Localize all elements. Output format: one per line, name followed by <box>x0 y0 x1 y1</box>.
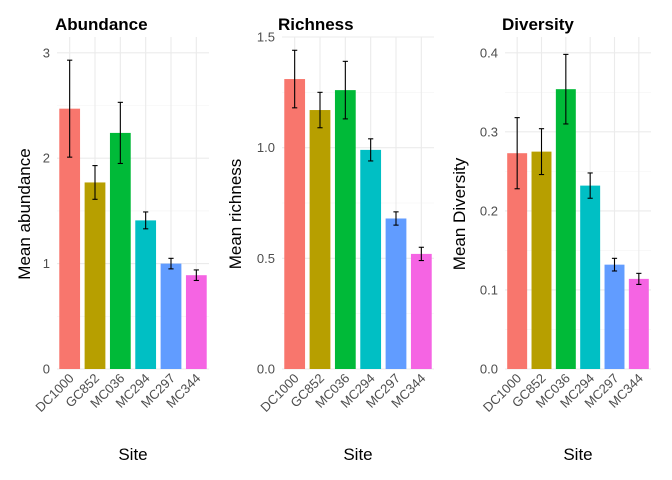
error-bar-mc344 <box>636 272 642 285</box>
bar-mc297 <box>385 218 407 369</box>
bar-mc344 <box>628 278 649 369</box>
y-tick-label: 0.5 <box>257 251 275 266</box>
y-tick-label: 0 <box>43 362 50 377</box>
y-tick-label: 0.1 <box>480 282 498 297</box>
y-tick-label: 1.0 <box>257 140 275 155</box>
diversity-panel: Diversity Mean Diversity Site 0.0 0.1 0.2 0… <box>450 15 651 464</box>
error-bar-mc294 <box>143 211 149 230</box>
error-bar-mc344 <box>193 269 199 282</box>
error-bar-mc297 <box>393 211 399 226</box>
bar-dc1000 <box>507 153 528 369</box>
bar-dc1000 <box>284 79 306 369</box>
error-bar-gc852 <box>92 165 98 200</box>
richness-panel: Richness Mean richness Site 0.0 0.5 1.0 1.5… <box>226 15 434 464</box>
error-bar-mc294 <box>587 172 593 199</box>
bar-dc1000 <box>59 108 81 370</box>
error-bar-dc1000 <box>67 59 73 158</box>
error-bar-dc1000 <box>292 49 298 109</box>
y-tick-label: 0.4 <box>480 45 498 60</box>
error-bar-dc1000 <box>514 117 520 190</box>
error-bar-mc297 <box>611 257 618 272</box>
abundance-y-axis-title: Mean abundance <box>15 148 34 279</box>
bar-mc036 <box>334 90 356 370</box>
y-tick-label: 1 <box>43 256 50 271</box>
y-tick-label: 0.0 <box>480 362 498 377</box>
error-bar-gc852 <box>538 128 545 176</box>
bar-gc852 <box>309 110 331 369</box>
bar-mc036 <box>109 132 131 369</box>
richness-plot-area: 0.00.51.01.5DC1000GC852MC036MC294MC297MC… <box>257 30 434 415</box>
abundance-title: Abundance <box>55 15 148 34</box>
error-bar-mc036 <box>342 60 348 120</box>
error-bar-mc297 <box>168 257 174 270</box>
bar-mc344 <box>185 275 207 369</box>
diversity-y-axis-title: Mean Diversity <box>450 157 469 270</box>
y-tick-label: 0.0 <box>257 362 275 377</box>
bar-mc294 <box>580 185 601 369</box>
bar-mc344 <box>410 253 432 369</box>
y-tick-label: 3 <box>43 45 50 60</box>
diversity-plot-area: 0.00.10.20.30.4DC1000GC852MC036MC294MC29… <box>480 37 651 415</box>
richness-title: Richness <box>278 15 354 34</box>
bar-mc297 <box>160 263 182 369</box>
bar-mc294 <box>360 149 382 369</box>
bar-mc294 <box>135 220 157 369</box>
y-tick-label: 0.3 <box>480 124 498 139</box>
richness-y-axis-title: Mean richness <box>226 159 245 270</box>
abundance-panel: Abundance Mean abundance Site 0123DC1000… <box>15 15 209 464</box>
error-bar-mc036 <box>563 53 569 125</box>
error-bar-gc852 <box>317 91 323 129</box>
diversity-x-axis-title: Site <box>563 445 592 464</box>
abundance-x-axis-title: Site <box>118 445 147 464</box>
bar-gc852 <box>84 182 106 369</box>
bar-mc297 <box>604 264 625 369</box>
error-bar-mc344 <box>418 246 424 262</box>
bar-gc852 <box>531 151 552 369</box>
y-tick-label: 1.5 <box>257 30 275 45</box>
y-tick-label: 2 <box>43 151 50 166</box>
diversity-title: Diversity <box>502 15 574 34</box>
y-tick-label: 0.2 <box>480 203 498 218</box>
error-bar-mc036 <box>117 101 123 165</box>
bar-mc036 <box>555 89 576 370</box>
error-bar-mc294 <box>368 138 374 162</box>
richness-x-axis-title: Site <box>343 445 372 464</box>
